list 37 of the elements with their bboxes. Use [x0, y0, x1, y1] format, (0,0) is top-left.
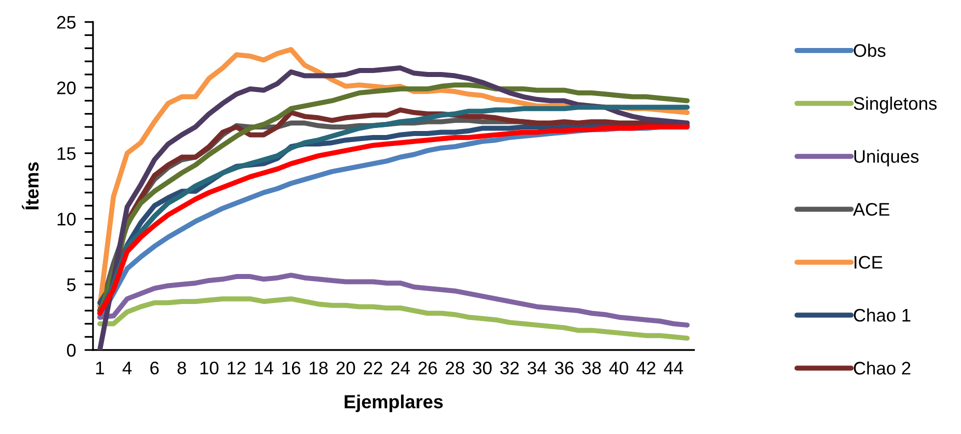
x-tick-label: 38 [582, 362, 601, 374]
x-tick-label: 1 [96, 362, 104, 374]
y-tick-label: 0 [67, 344, 76, 357]
x-tick-label: 4 [122, 362, 132, 374]
x-tick-label: 20 [336, 362, 356, 374]
x-tick-label: 26 [418, 362, 437, 374]
x-tick-label: 24 [391, 362, 410, 374]
x-tick-label: 44 [664, 362, 684, 374]
legend-label: ICE [854, 256, 882, 269]
x-tick-label: 22 [364, 362, 382, 374]
y-tick-label: 5 [67, 278, 76, 292]
x-tick-label: 42 [636, 362, 656, 374]
y-tick-label: 10 [58, 212, 76, 226]
x-tick-label: 32 [500, 362, 519, 374]
legend-label: Uniques [854, 150, 919, 166]
legend-label: Chao 1 [854, 308, 910, 322]
legend-label: Singletons [854, 96, 937, 114]
legend-label: Obs [854, 44, 886, 57]
x-tick-label: 34 [528, 362, 546, 374]
legend-label: ACE [853, 202, 890, 216]
x-tick-label: 14 [255, 362, 274, 374]
x-tick-label: 6 [150, 362, 159, 374]
x-tick-label: 16 [282, 362, 300, 374]
x-tick-label: 18 [310, 362, 328, 374]
x-tick-label: 10 [200, 362, 218, 374]
legend-label: Chao 2 [854, 361, 910, 375]
y-axis-title: Ítems [22, 162, 39, 210]
y-tick-label: 15 [58, 147, 76, 160]
y-tick-label: 25 [57, 16, 76, 29]
x-tick-label: 12 [228, 362, 246, 374]
x-tick-label: 40 [609, 362, 628, 374]
x-tick-label: 28 [446, 362, 464, 374]
x-tick-label: 8 [178, 362, 186, 374]
y-tick-label: 20 [57, 82, 76, 94]
x-tick-label: 30 [472, 362, 492, 374]
x-axis-title: Ejemplares [344, 394, 443, 412]
x-tick-label: 36 [554, 362, 574, 374]
